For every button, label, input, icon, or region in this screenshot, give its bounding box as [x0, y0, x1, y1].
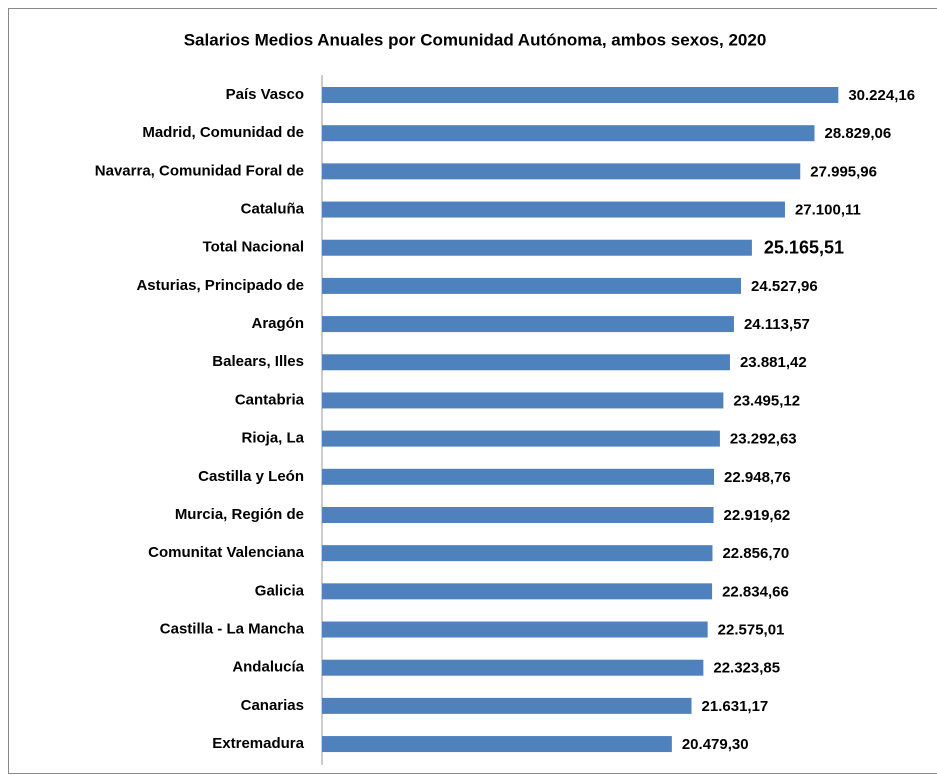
- category-label: Total Nacional: [203, 239, 304, 256]
- bar: [322, 316, 734, 333]
- value-label: 22.856,70: [722, 545, 789, 562]
- category-label: Madrid, Comunidad de: [142, 124, 304, 141]
- bar: [322, 125, 815, 142]
- category-label: Rioja, La: [241, 430, 304, 447]
- category-label: Extremadura: [212, 735, 304, 752]
- value-label: 23.495,12: [733, 392, 800, 409]
- category-label: Asturias, Principado de: [136, 277, 304, 294]
- value-label: 22.323,85: [713, 660, 780, 677]
- bar: [322, 201, 785, 218]
- bar: [322, 583, 713, 600]
- category-label: Cantabria: [235, 391, 305, 408]
- category-label: Murcia, Región de: [175, 506, 304, 523]
- bar: [322, 697, 692, 714]
- category-label: Andalucía: [232, 659, 304, 676]
- category-label: Comunitat Valenciana: [148, 544, 305, 561]
- category-label: Navarra, Comunidad Foral de: [95, 162, 304, 179]
- bar: [322, 163, 801, 180]
- bar: [322, 430, 720, 447]
- value-label: 22.948,76: [724, 469, 791, 486]
- bar: [322, 506, 714, 523]
- value-label: 23.292,63: [730, 431, 797, 448]
- value-label: 27.100,11: [795, 202, 861, 219]
- value-label: 22.834,66: [722, 583, 789, 600]
- bar: [322, 468, 715, 485]
- category-label: Canarias: [241, 697, 304, 714]
- bar: [322, 87, 839, 103]
- value-label: 23.881,42: [740, 354, 807, 371]
- bar: [322, 659, 704, 676]
- value-label: 28.829,06: [824, 125, 891, 142]
- bar: [322, 621, 708, 638]
- category-label: Castilla y León: [198, 468, 304, 485]
- value-label: 20.479,30: [682, 736, 749, 753]
- category-label: Cataluña: [241, 201, 305, 218]
- bar: [322, 392, 724, 409]
- bar: [322, 354, 730, 371]
- category-label: Balears, Illes: [212, 353, 304, 370]
- value-label: 22.919,62: [724, 507, 791, 524]
- bar: [322, 239, 752, 256]
- category-label: Aragón: [252, 315, 305, 332]
- value-label: 24.527,96: [751, 278, 818, 295]
- bar: [322, 736, 672, 753]
- value-label: 22.575,01: [718, 621, 785, 638]
- chart-title: Salarios Medios Anuales por Comunidad Au…: [184, 30, 767, 49]
- bar: [322, 277, 742, 294]
- bar: [322, 545, 713, 562]
- category-label: País Vasco: [226, 86, 304, 103]
- value-label: 30.224,16: [848, 87, 915, 104]
- value-label: 25.165,51: [764, 237, 844, 257]
- value-label: 27.995,96: [810, 163, 877, 180]
- value-label: 21.631,17: [702, 698, 769, 715]
- category-label: Galicia: [255, 582, 305, 599]
- value-label: 24.113,57: [744, 316, 810, 333]
- category-label: Castilla - La Mancha: [160, 620, 305, 637]
